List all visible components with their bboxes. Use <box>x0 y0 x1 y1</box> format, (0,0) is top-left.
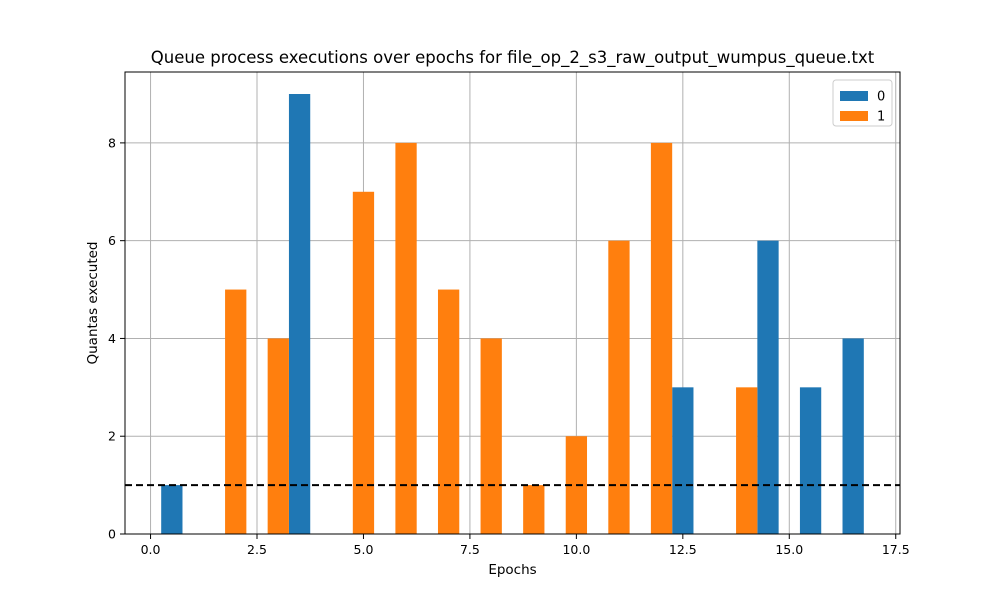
x-tick-label: 7.5 <box>460 542 480 557</box>
y-tick-label: 6 <box>108 233 116 248</box>
x-tick-label: 5.0 <box>354 542 374 557</box>
x-tick-label: 10.0 <box>562 542 590 557</box>
bar-series-0 <box>288 94 311 534</box>
chart-title: Queue process executions over epochs for… <box>151 48 875 68</box>
legend-swatch-1 <box>840 111 868 121</box>
bar-series-0 <box>161 485 183 534</box>
axis-ticks: 0.0 2.5 5.0 7.5 10.0 12.5 15.0 17.5 0 2 4 6 8 <box>108 135 910 557</box>
y-tick-label: 8 <box>108 135 116 150</box>
bar-series-1 <box>480 338 502 534</box>
bar-series-0 <box>672 387 694 534</box>
bar-series-0 <box>799 387 822 534</box>
bar-series-1 <box>225 289 247 534</box>
bar-series-1 <box>267 338 289 534</box>
y-tick-label: 2 <box>108 429 116 444</box>
x-tick-label: 0.0 <box>141 542 161 557</box>
x-tick-label: 2.5 <box>247 542 267 557</box>
bar-series-0 <box>757 240 779 534</box>
bar-series-1 <box>352 191 375 534</box>
bar-series-1 <box>608 240 630 534</box>
bar-series-1 <box>650 142 673 534</box>
x-tick-label: 17.5 <box>882 542 910 557</box>
legend: 01 <box>832 79 893 127</box>
y-tick-label: 0 <box>108 527 116 542</box>
legend-swatch-0 <box>840 91 868 101</box>
bar-series-1 <box>437 289 460 534</box>
y-tick-label: 4 <box>108 331 116 346</box>
x-axis-title: Epochs <box>488 562 536 578</box>
legend-label-1: 1 <box>877 110 885 125</box>
x-tick-label: 15.0 <box>775 542 803 557</box>
y-axis-title: Quantas executed <box>85 242 101 365</box>
plot-frame <box>124 71 901 535</box>
bar-series-1 <box>736 387 758 534</box>
bar-series-1 <box>395 142 417 534</box>
bar-series-1 <box>523 485 545 534</box>
legend-label-0: 0 <box>877 90 885 105</box>
bar-series-0 <box>842 338 864 534</box>
x-tick-label: 12.5 <box>669 542 697 557</box>
